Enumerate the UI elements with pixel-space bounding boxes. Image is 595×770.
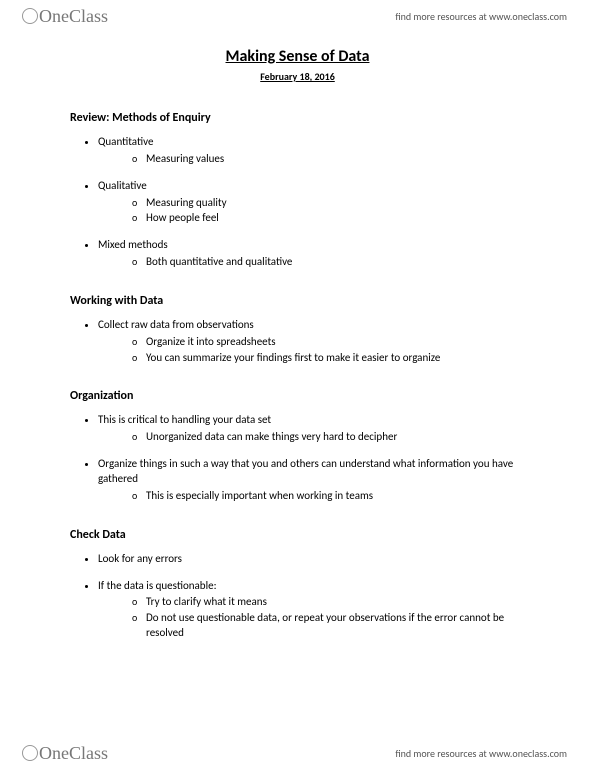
list-item: Mixed methods Both quantitative and quali… [98,238,525,270]
sections-container: Review: Methods of Enquiry Quantitative Me… [70,111,525,641]
list-item: Collect raw data from observations Organi… [98,318,525,366]
sub-bullet-list: Measuring values [98,152,525,167]
bullet-list: This is critical to handling your data s… [70,413,525,503]
logo-circle-icon [22,745,38,761]
sub-list-item: You can summarize your findings first to… [132,351,525,366]
sub-bullet-list: Try to clarify what it meansDo not use q… [98,595,525,641]
sub-bullet-list: Measuring qualityHow people feel [98,196,525,227]
sub-list-item: Measuring values [132,152,525,167]
brand-name-footer: OneClass [39,743,108,764]
list-item: Organize things in such a way that you a… [98,457,525,504]
header-link-text: find more resources at www.oneclass.com [395,10,567,23]
list-item-text: If the data is questionable: [98,579,217,592]
list-item-text: Look for any errors [98,552,182,565]
bullet-list: Quantitative Measuring values Qualitative M… [70,135,525,270]
sub-bullet-list: Both quantitative and qualitative [98,255,525,270]
list-item: Quantitative Measuring values [98,135,525,167]
sub-bullet-list: This is especially important when workin… [98,489,525,504]
list-item-text: Mixed methods [98,238,168,251]
brand-logo: OneClass [22,6,108,27]
sub-list-item: Do not use questionable data, or repeat … [132,611,525,641]
footer-link-text: find more resources at www.oneclass.com [395,747,567,760]
brand-name: OneClass [39,6,108,27]
sub-bullet-list: Organize it into spreadsheetsYou can sum… [98,335,525,366]
bullet-list: Collect raw data from observations Organi… [70,318,525,366]
sub-bullet-list: Unorganized data can make things very ha… [98,430,525,445]
brand-logo-footer: OneClass [22,743,108,764]
bullet-list: Look for any errors If the data is questi… [70,552,525,641]
section-heading: Review: Methods of Enquiry [70,111,525,125]
section-heading: Check Data [70,528,525,542]
list-item: Look for any errors [98,552,525,567]
list-item-text: Collect raw data from observations [98,318,254,331]
list-item-text: Quantitative [98,135,153,148]
page-title: Making Sense of Data [70,47,525,66]
list-item: If the data is questionable: Try to clari… [98,579,525,641]
list-item-text: This is critical to handling your data s… [98,413,271,426]
logo-circle-icon [22,8,38,24]
sub-list-item: Measuring quality [132,196,525,211]
sub-list-item: Try to clarify what it means [132,595,525,610]
list-item: Qualitative Measuring qualityHow people f… [98,179,525,227]
section-heading: Organization [70,389,525,403]
page-footer: OneClass find more resources at www.onec… [0,743,595,764]
sub-list-item: Unorganized data can make things very ha… [132,430,525,445]
page-header: OneClass find more resources at www.onec… [0,0,595,29]
sub-list-item: How people feel [132,211,525,226]
page-date: February 18, 2016 [70,70,525,83]
sub-list-item: This is especially important when workin… [132,489,525,504]
section-heading: Working with Data [70,294,525,308]
list-item-text: Organize things in such a way that you a… [98,457,513,485]
document-content: Making Sense of Data February 18, 2016 R… [0,29,595,641]
sub-list-item: Organize it into spreadsheets [132,335,525,350]
sub-list-item: Both quantitative and qualitative [132,255,525,270]
list-item: This is critical to handling your data s… [98,413,525,445]
list-item-text: Qualitative [98,179,147,192]
